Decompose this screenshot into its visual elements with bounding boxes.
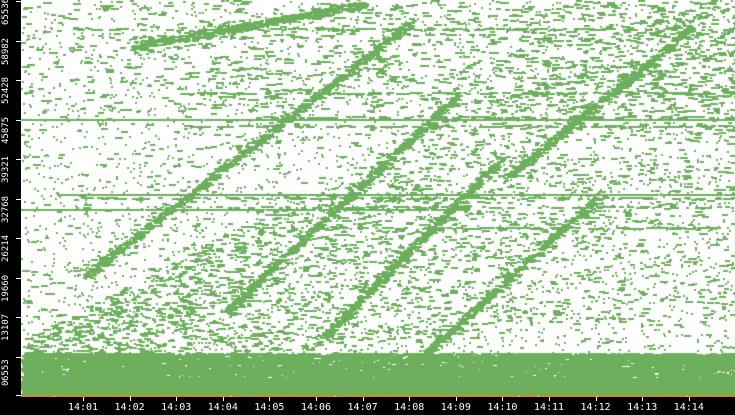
y-tick-label: 39321 — [1, 155, 11, 183]
x-tick-mark — [596, 397, 597, 401]
scatter-plot-canvas[interactable] — [21, 0, 735, 397]
y-tick-mark — [16, 238, 21, 239]
y-tick-label: 65536 — [1, 0, 11, 25]
y-tick-label: 19660 — [1, 274, 11, 302]
y-tick-mark — [16, 278, 21, 279]
plot-area[interactable] — [21, 0, 735, 397]
y-tick-label: 45875 — [1, 116, 11, 144]
x-tick-mark — [316, 397, 317, 401]
x-tick-label: 14:05 — [254, 402, 285, 413]
x-tick-label: 14:09 — [440, 402, 471, 413]
x-tick-label: 14:07 — [347, 402, 378, 413]
x-tick-mark — [130, 397, 131, 401]
y-tick-mark-zero — [16, 395, 21, 396]
x-tick-mark — [83, 397, 84, 401]
x-tick-mark — [456, 397, 457, 401]
y-tick-label: 6553 — [1, 358, 11, 381]
x-tick-label: 14:13 — [627, 402, 658, 413]
y-tick-label: 52428 — [1, 76, 11, 104]
y-tick-mark — [16, 120, 21, 121]
x-tick-label: 14:02 — [114, 402, 145, 413]
x-tick-label: 14:14 — [673, 402, 704, 413]
x-tick-mark — [642, 397, 643, 401]
x-tick-label: 14:01 — [67, 402, 99, 413]
x-tick-label: 14:04 — [207, 402, 238, 413]
y-tick-label: 26214 — [1, 234, 11, 262]
y-axis: 6553 13107 19660 26214 32768 39321 45875 52428 5… — [0, 0, 21, 397]
x-tick-mark — [409, 397, 410, 401]
x-tick-mark — [223, 397, 224, 401]
x-tick-mark — [176, 397, 177, 401]
y-tick-label: 32768 — [1, 195, 11, 223]
x-tick-label: 14:11 — [533, 402, 565, 413]
y-tick-mark — [16, 1, 21, 2]
x-tick-label: 14:06 — [300, 402, 332, 413]
x-tick-mark — [269, 397, 270, 401]
x-tick-mark — [502, 397, 503, 401]
y-tick-mark — [16, 159, 21, 160]
x-tick-label: 14:10 — [487, 402, 518, 413]
y-tick-label: 58982 — [1, 37, 11, 65]
y-tick-mark — [16, 41, 21, 42]
y-tick-mark — [16, 357, 21, 358]
y-tick-mark — [16, 317, 21, 318]
y-tick-mark — [16, 199, 21, 200]
x-axis: 14:01 14:02 14:03 14:04 14:05 14:06 14:07 14:08… — [0, 397, 735, 415]
x-tick-label: 14:03 — [161, 402, 192, 413]
x-tick-label: 14:12 — [580, 402, 611, 413]
x-tick-label: 14:08 — [394, 402, 425, 413]
y-tick-label: 13107 — [1, 313, 11, 341]
x-tick-mark — [689, 397, 690, 401]
x-tick-mark — [549, 397, 550, 401]
y-tick-label-zero: 0 — [1, 380, 11, 386]
x-tick-mark — [363, 397, 364, 401]
y-tick-mark — [16, 80, 21, 81]
